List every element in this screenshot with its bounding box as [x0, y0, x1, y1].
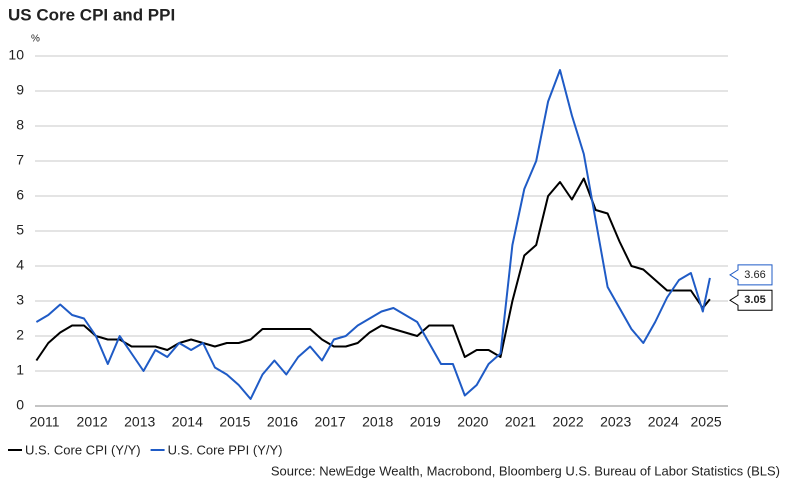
y-tick-label: 10 — [8, 47, 24, 63]
x-tick-label: 2024 — [648, 414, 679, 430]
end-label: 3.05 — [744, 294, 765, 306]
y-tick-label: 1 — [16, 362, 24, 378]
y-tick-label: 0 — [16, 397, 24, 413]
x-tick-label: 2021 — [505, 414, 536, 430]
y-tick-label: 9 — [16, 82, 24, 98]
end-label-box — [729, 264, 773, 286]
end-label-box — [729, 289, 773, 311]
x-tick-label: 2014 — [172, 414, 203, 430]
y-tick-label: 2 — [16, 327, 24, 343]
end-label: 3.66 — [744, 269, 765, 281]
y-tick-label: 5 — [16, 222, 24, 238]
legend-label: U.S. Core CPI (Y/Y) — [25, 442, 141, 457]
x-tick-label: 2012 — [77, 414, 108, 430]
y-tick-label: 6 — [16, 187, 24, 203]
x-tick-label: 2016 — [267, 414, 298, 430]
x-tick-label: 2015 — [219, 414, 250, 430]
y-tick-label: 4 — [16, 257, 24, 273]
y-tick-label: 7 — [16, 152, 24, 168]
x-tick-label: 2023 — [600, 414, 631, 430]
legend-label: U.S. Core PPI (Y/Y) — [168, 442, 283, 457]
source: Source: NewEdge Wealth, Macrobond, Bloom… — [271, 463, 780, 478]
chart-title: US Core CPI and PPI — [8, 5, 175, 24]
x-tick-label: 2011 — [29, 414, 59, 430]
x-tick-label: 2022 — [552, 414, 583, 430]
x-tick-label: 2017 — [315, 414, 346, 430]
x-tick-label: 2025 — [691, 414, 722, 430]
x-tick-label: 2019 — [410, 414, 441, 430]
x-tick-label: 2020 — [457, 414, 488, 430]
series-line — [35, 177, 711, 362]
y-tick-label: 8 — [16, 117, 24, 133]
y-unit: % — [31, 34, 40, 45]
series-line — [35, 69, 711, 400]
x-tick-label: 2018 — [362, 414, 393, 430]
y-tick-label: 3 — [16, 292, 24, 308]
x-tick-label: 2013 — [124, 414, 155, 430]
